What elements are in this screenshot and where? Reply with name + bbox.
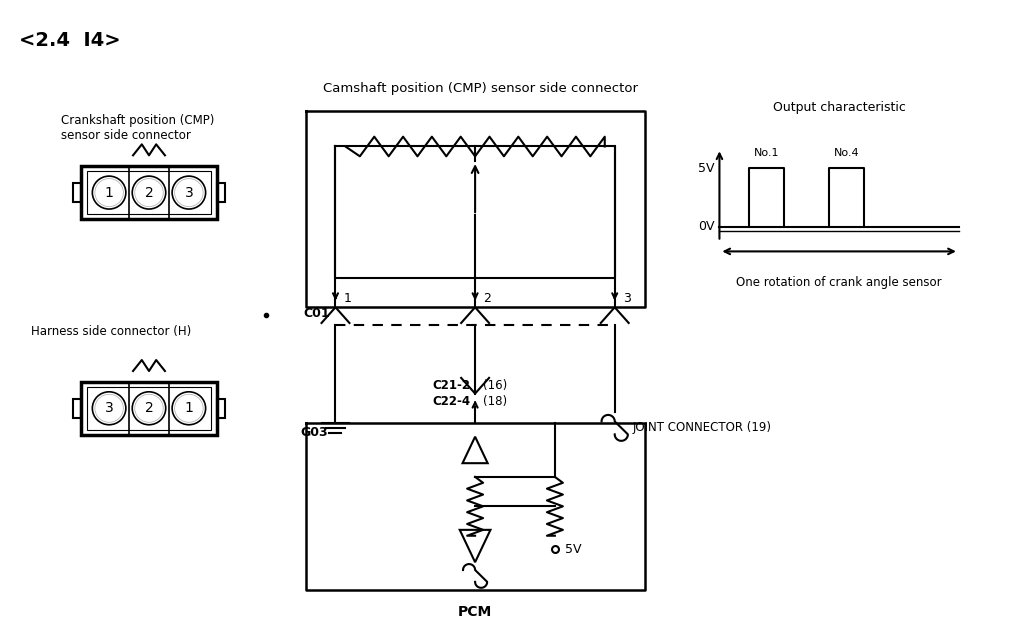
Text: 1: 1 <box>185 401 193 415</box>
Bar <box>216 183 225 202</box>
Text: JOINT CONNECTOR (19): JOINT CONNECTOR (19) <box>633 421 772 434</box>
Text: 2: 2 <box>145 185 153 200</box>
Bar <box>87 171 210 214</box>
Text: 2: 2 <box>145 401 153 415</box>
Bar <box>73 399 81 418</box>
Text: 3: 3 <box>185 185 193 200</box>
Text: Harness side connector (H): Harness side connector (H) <box>32 325 192 338</box>
Text: (16): (16) <box>483 379 507 392</box>
Text: (18): (18) <box>483 395 507 408</box>
Text: G03: G03 <box>300 426 327 439</box>
Bar <box>81 166 216 219</box>
Text: 1: 1 <box>105 185 114 200</box>
Text: Camshaft position (CMP) sensor side connector: Camshaft position (CMP) sensor side conn… <box>322 81 637 95</box>
Text: No.4: No.4 <box>834 148 860 158</box>
Bar <box>81 382 216 435</box>
Bar <box>73 183 81 202</box>
Text: Crankshaft position (CMP)
sensor side connector: Crankshaft position (CMP) sensor side co… <box>62 114 214 142</box>
Text: One rotation of crank angle sensor: One rotation of crank angle sensor <box>737 276 942 289</box>
Text: 5V: 5V <box>565 543 582 556</box>
Text: 2: 2 <box>483 292 491 305</box>
Bar <box>216 399 225 418</box>
Text: PCM: PCM <box>458 605 492 620</box>
Text: 3: 3 <box>623 292 631 305</box>
Text: C22-4: C22-4 <box>432 395 470 408</box>
Text: C01: C01 <box>304 307 330 320</box>
Text: <2.4  I4>: <2.4 I4> <box>19 31 121 50</box>
Text: 0V: 0V <box>698 220 714 233</box>
Text: No.1: No.1 <box>754 148 780 158</box>
Text: C21-2: C21-2 <box>432 379 470 392</box>
Text: 1: 1 <box>344 292 351 305</box>
Text: 5V: 5V <box>698 162 714 175</box>
Text: 3: 3 <box>105 401 114 415</box>
Text: Output characteristic: Output characteristic <box>773 101 906 114</box>
Bar <box>87 387 210 430</box>
